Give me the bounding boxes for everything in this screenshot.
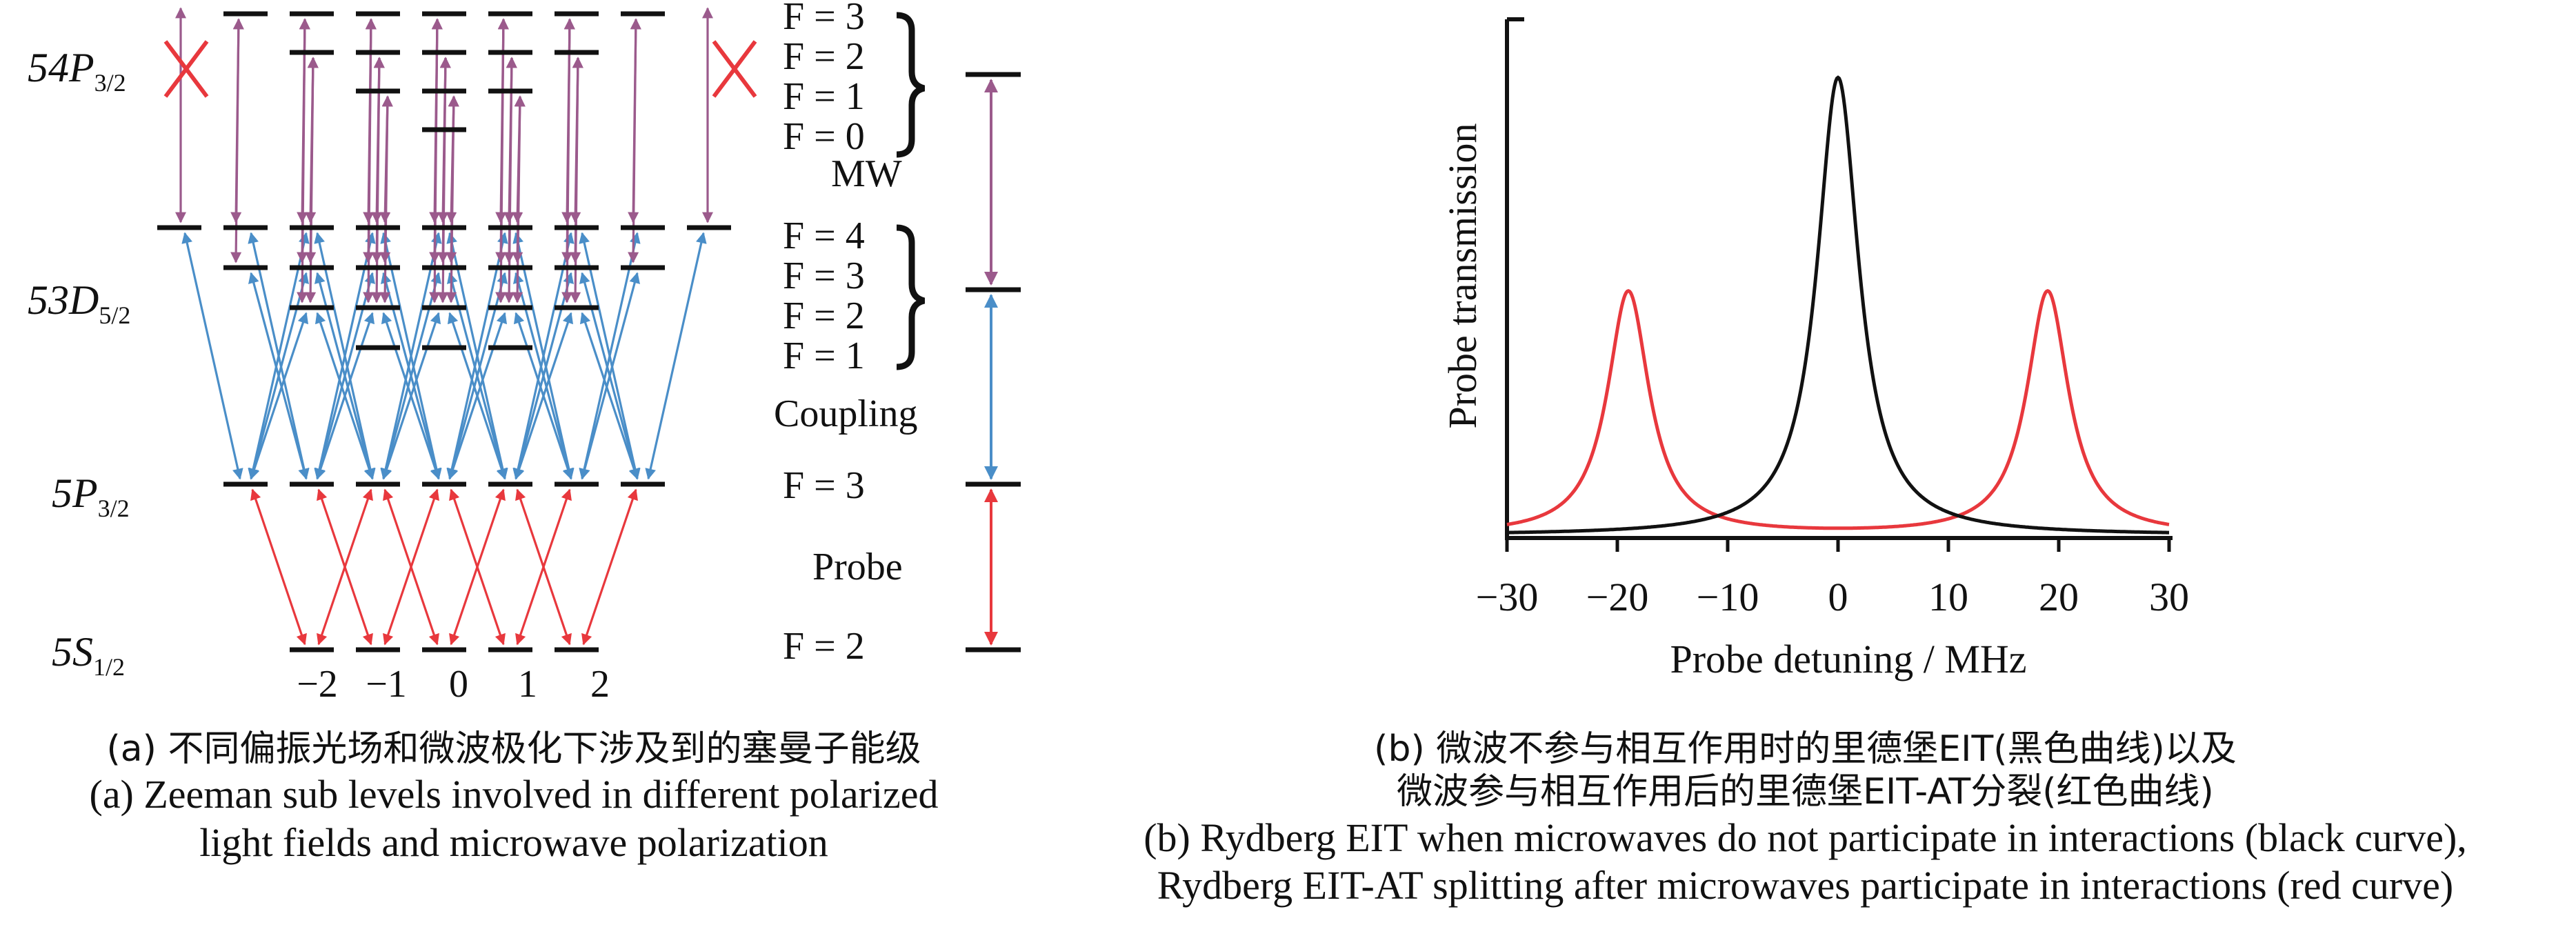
f-label-53d-4: F = 4 [783,215,865,257]
series-black-curve [1507,75,2169,535]
x-tick-label: −30 [1476,575,1539,619]
x-tick-label: −10 [1697,575,1759,619]
y-axis-label: Probe transmission [1440,123,1485,428]
brace-53d [896,224,926,370]
mf-label-m1: −1 [366,663,407,706]
f-label-53d-2: F = 2 [783,295,865,337]
coupling-arrow [181,232,243,480]
x-tick-label: 10 [1928,575,1968,619]
f-label-54p-3: F = 3 [783,0,865,38]
f-label-5s: F = 2 [783,625,865,668]
coupling-arrow [314,312,375,480]
x-tick-label: 0 [1828,575,1848,619]
coupling-arrow [248,312,309,480]
zeeman-sublevels [157,11,731,653]
x-tick-label: −20 [1586,575,1649,619]
f-label-53d-3: F = 3 [783,255,865,297]
caption-b-zh-2: 微波参与相互作用后的里德堡EIT-AT分裂(红色曲线) [1397,771,2214,813]
caption-b-en-1: (b) Rydberg EIT when microwaves do not p… [1144,815,2467,860]
mw-arrow [379,95,393,303]
series-red-curve [1506,288,2170,530]
mw-arrow [570,57,583,303]
mw-arrow [305,57,319,303]
caption-b: (b) 微波不参与相互作用时的里德堡EIT(黑色曲线)以及 微波参与相互作用后的… [1035,728,2576,910]
caption-a-en-1: (a) Zeeman sub levels involved in differ… [89,772,939,817]
level-name-54p: 54P3/2 [28,45,126,97]
f-label-5p: F = 3 [783,464,865,507]
x-axis-label: Probe detuning / MHz [1670,637,2026,681]
probe-arrow [250,488,307,646]
f-label-54p-0: F = 0 [783,115,865,158]
transition-arrows [175,7,713,646]
probe-arrow [449,488,506,646]
probe-arrow [581,488,638,646]
mw-arrow [437,57,451,303]
forbidden-cross-right [712,40,757,98]
chart-axes [1505,17,2173,540]
mw-arrow [230,18,244,263]
level-name-5p: 5P3/2 [52,470,130,522]
f-label-54p-2: F = 2 [783,35,865,78]
x-ticks: −30 −20 −10 0 10 20 30 [1476,538,2189,619]
coupling-arrow [645,232,707,480]
level-name-53d: 53D5/2 [28,277,130,329]
mw-arrow [512,95,526,303]
mw-arrow [628,18,641,263]
f-label-53d-1: F = 1 [783,335,865,377]
coupling-arrow [248,272,309,480]
mw-arrow [363,18,377,303]
probe-arrow [383,488,439,646]
mw-arrow [371,57,385,303]
coupling-arrow [579,312,640,480]
transmission-chart: −30 −20 −10 0 10 20 30 Probe detuning / MHz Pr… [1440,17,2189,681]
caption-a-en-2: light fields and microwave polarization [199,819,828,865]
coupling-arrow [513,312,574,480]
mw-arrow [297,18,310,303]
brace-54p [896,12,926,158]
f-label-54p-1: F = 1 [783,75,865,118]
mf-label-p1: 1 [518,663,537,706]
mw-arrow [429,18,443,303]
mw-label: MW [831,152,902,195]
probe-arrow [515,488,572,646]
simple-ladder [966,72,1021,653]
caption-b-en-2: Rydberg EIT-AT splitting after microwave… [1157,863,2454,908]
probe-label: Probe [812,546,903,588]
caption-a-zh: (a) 不同偏振光场和微波极化下涉及到的塞曼子能级 [106,728,921,770]
mf-label-0: 0 [449,663,468,706]
coupling-arrow [447,312,508,480]
caption-b-zh-1: (b) 微波不参与相互作用时的里德堡EIT(黑色曲线)以及 [1374,728,2237,770]
mf-label-m2: −2 [297,663,338,706]
coupling-arrow [381,312,441,480]
probe-arrow [317,488,373,646]
mf-label-p2: 2 [590,663,610,706]
coupling-label: Coupling [774,392,917,435]
mw-arrow [495,18,509,303]
caption-a: (a) 不同偏振光场和微波极化下涉及到的塞曼子能级 (a) Zeeman sub… [0,728,1028,867]
forbidden-cross-left [163,40,209,98]
x-tick-label: 20 [2039,575,2079,619]
energy-level-diagram: 54P3/2 53D5/2 5P3/2 5S1/2 F = 3 F = 2 F … [28,0,1021,706]
x-tick-label: 30 [2149,575,2189,619]
level-name-5s: 5S1/2 [52,629,125,681]
chart-curves [1506,75,2170,535]
mw-arrow [561,18,575,303]
mw-arrow [503,57,517,303]
